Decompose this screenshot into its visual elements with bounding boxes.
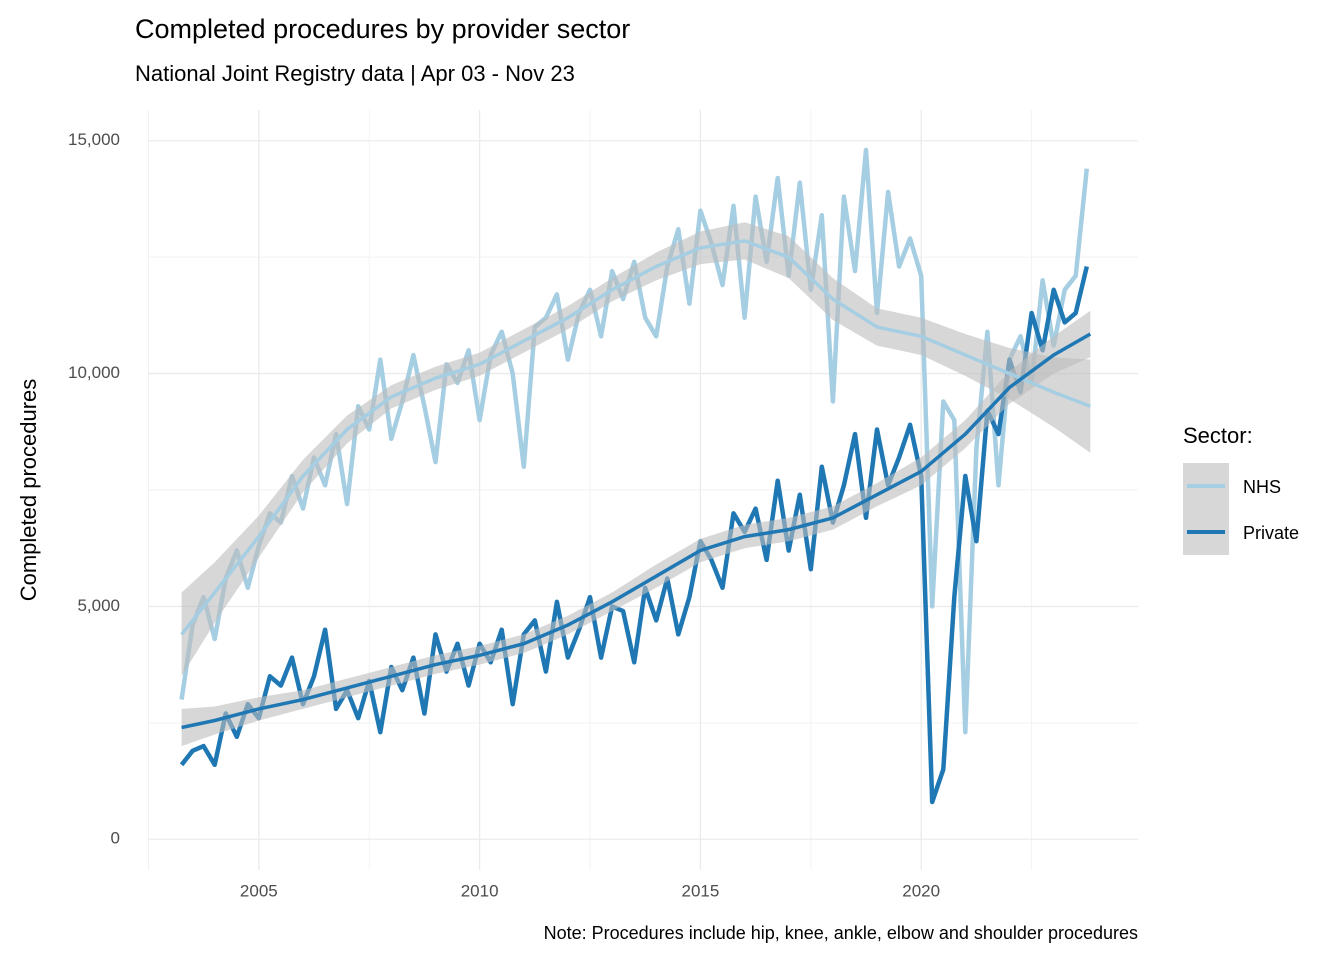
x-tick-label: 2005 [240,881,278,900]
y-tick-label: 15,000 [68,130,120,149]
chart-subtitle: National Joint Registry data | Apr 03 - … [135,61,575,86]
confidence-band [181,222,1091,677]
y-tick-label: 0 [111,829,120,848]
smooth-line [181,332,1092,730]
x-tick-label: 2015 [681,881,719,900]
x-tick-label: 2020 [902,881,940,900]
legend-label: NHS [1243,477,1281,497]
x-tick-label: 2010 [461,881,499,900]
legend-label: Private [1243,523,1299,543]
note: Note: Procedures include hip, knee, ankl… [544,923,1138,943]
y-tick-label: 10,000 [68,363,120,382]
chart-title: Completed procedures by provider sector [135,14,630,44]
legend-title: Sector: [1183,423,1253,448]
smooth-line [180,239,1091,636]
y-tick-label: 5,000 [77,596,120,615]
y-axis-label: Completed procedures [16,379,41,602]
confidence-band [181,310,1091,747]
